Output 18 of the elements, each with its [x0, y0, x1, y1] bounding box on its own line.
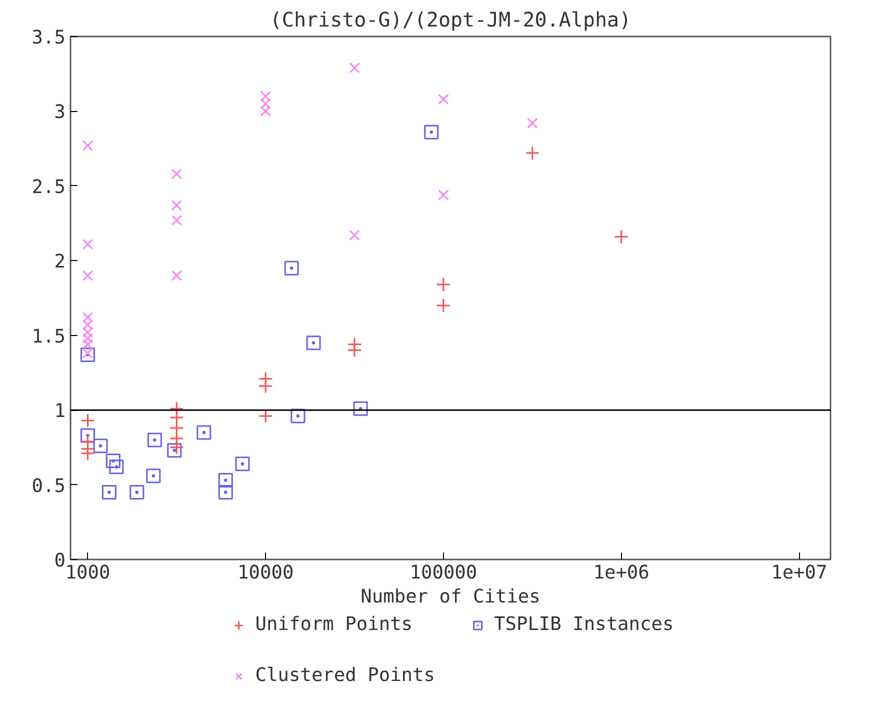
- y-tick-label: 3: [54, 102, 66, 124]
- x-tick-label: 1e+06: [593, 562, 650, 584]
- x-tick-label: 100000: [410, 562, 478, 584]
- y-tick-label: 2: [54, 252, 66, 273]
- y-tick-label: 2.5: [32, 176, 66, 198]
- x-tick-label: 1e+07: [771, 562, 828, 584]
- chart-title: (Christo-G)/(2opt-JM-20.Alpha): [270, 8, 632, 32]
- legend-label: Uniform Points: [255, 614, 413, 635]
- x-axis-title: Number of Cities: [360, 586, 540, 608]
- y-tick-label: 0.5: [32, 476, 66, 497]
- x-tick-label: 1000: [65, 562, 110, 584]
- y-tick-label: 1.5: [32, 326, 66, 348]
- legend-label: Clustered Points: [255, 665, 435, 686]
- y-tick-label: 3.5: [32, 28, 66, 48]
- legend-label: TSPLIB Instances: [494, 614, 674, 635]
- y-tick-label: 1: [54, 401, 66, 422]
- y-tick-label: 0: [54, 550, 66, 572]
- x-tick-label: 10000: [238, 562, 294, 584]
